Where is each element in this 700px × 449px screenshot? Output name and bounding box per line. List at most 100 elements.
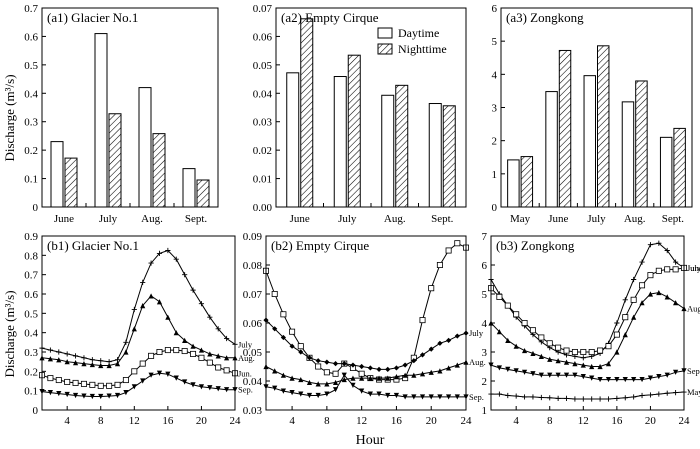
y-tick-label: 6 bbox=[492, 3, 498, 15]
y-tick-label: 0.06 bbox=[253, 31, 273, 43]
bar-nighttime-a1 bbox=[64, 157, 78, 208]
data-point bbox=[437, 340, 443, 346]
panel-title: (a2) Empty Cirque bbox=[281, 10, 379, 25]
y-tick-label: 3 bbox=[482, 347, 488, 359]
data-point bbox=[81, 355, 87, 361]
x-tick-label: 16 bbox=[162, 415, 174, 427]
bar-nighttime-a3 bbox=[558, 49, 572, 208]
data-point bbox=[123, 339, 129, 345]
x-tick-label: 8 bbox=[98, 415, 104, 427]
data-point bbox=[224, 355, 230, 361]
data-point bbox=[631, 394, 637, 400]
x-tick-label: July bbox=[338, 213, 357, 225]
data-point bbox=[538, 353, 544, 359]
y-tick-label: 0.8 bbox=[24, 250, 38, 262]
y-tick-label: 0.06 bbox=[243, 318, 263, 330]
x-tick-label: 4 bbox=[513, 415, 519, 427]
bar-nighttime-a1 bbox=[196, 179, 210, 208]
y-tick-label: 0.1 bbox=[24, 174, 38, 186]
series-label: Sep. bbox=[238, 385, 253, 395]
data-point bbox=[446, 337, 452, 343]
data-point bbox=[47, 347, 53, 353]
data-point bbox=[555, 372, 561, 378]
data-point bbox=[504, 302, 511, 309]
series-label: Sep. bbox=[469, 392, 484, 402]
data-point bbox=[323, 369, 330, 376]
data-point bbox=[639, 259, 645, 265]
legend-swatch-daytime bbox=[377, 27, 393, 39]
data-point bbox=[454, 240, 461, 247]
data-point bbox=[131, 326, 137, 332]
y-tick-label: 0.9 bbox=[24, 231, 38, 243]
panel-a2: June July Aug. Sept. 0.00 0.01 0.02 0.03 0.04 0.0… bbox=[253, 3, 467, 225]
data-point bbox=[597, 396, 603, 402]
data-point bbox=[588, 348, 595, 355]
data-point bbox=[555, 344, 562, 351]
panel-title: (b2) Empty Cirque bbox=[271, 238, 369, 253]
data-point bbox=[341, 376, 347, 383]
data-point bbox=[613, 331, 620, 338]
data-point bbox=[332, 361, 339, 367]
bar-daytime-a2 bbox=[428, 103, 442, 208]
data-point bbox=[224, 387, 230, 393]
data-point bbox=[655, 267, 662, 274]
y-tick-label: 0 bbox=[492, 202, 498, 214]
plot-frame bbox=[41, 235, 236, 411]
y-tick-label: 7 bbox=[482, 231, 488, 243]
x-tick-label: 12 bbox=[356, 415, 367, 427]
y-tick-label: 0.03 bbox=[243, 405, 263, 417]
data-point bbox=[280, 388, 286, 394]
series-label: May bbox=[687, 387, 700, 397]
data-point bbox=[324, 391, 330, 397]
data-point bbox=[631, 314, 637, 320]
data-point bbox=[580, 396, 586, 402]
data-point bbox=[656, 391, 662, 397]
panel-b1: July Aug. Jun. Sep. 0 0.1 0.2 0.3 0.4 0.5 0.6 0.7 0.… bbox=[24, 231, 255, 427]
data-point bbox=[614, 395, 620, 401]
data-point bbox=[605, 396, 612, 402]
plot-frame bbox=[490, 235, 685, 411]
plot-frame bbox=[275, 7, 467, 208]
data-point bbox=[538, 394, 544, 401]
x-tick-label: 4 bbox=[64, 415, 70, 427]
bar-daytime-a3 bbox=[583, 75, 596, 208]
series-label: June bbox=[687, 263, 700, 273]
bar-daytime-a1 bbox=[50, 141, 64, 208]
data-point bbox=[589, 396, 595, 402]
data-point bbox=[393, 374, 400, 380]
y-tick-label: 0.00 bbox=[253, 202, 273, 214]
bar-nighttime-a3 bbox=[520, 156, 534, 208]
data-point bbox=[614, 349, 620, 355]
data-point bbox=[639, 376, 645, 383]
data-point bbox=[165, 247, 171, 254]
data-point bbox=[647, 242, 654, 248]
panel-a3: May June July Aug. Sept. 0 1 2 3 4 5 6 (a3) Zongkong bbox=[492, 3, 693, 225]
data-point bbox=[106, 393, 112, 399]
data-point bbox=[148, 352, 155, 359]
series-label: Aug. bbox=[687, 304, 700, 314]
data-point bbox=[271, 290, 278, 297]
data-point bbox=[173, 330, 179, 336]
data-point bbox=[350, 362, 356, 368]
data-point bbox=[148, 372, 154, 378]
x-tick-label: 20 bbox=[426, 415, 438, 427]
y-tick-label: 0.05 bbox=[253, 60, 273, 72]
data-point bbox=[454, 362, 460, 368]
data-point bbox=[647, 291, 654, 297]
data-point bbox=[148, 260, 154, 266]
x-tick-label: June bbox=[290, 213, 310, 225]
y-tick-label: 0.2 bbox=[24, 145, 38, 157]
data-point bbox=[428, 394, 434, 400]
data-point bbox=[530, 350, 536, 357]
data-point bbox=[385, 392, 391, 399]
data-point bbox=[332, 370, 339, 377]
y-tick-label: 0.5 bbox=[24, 60, 38, 72]
data-point bbox=[419, 394, 426, 400]
data-point bbox=[580, 374, 586, 380]
data-point bbox=[198, 354, 205, 361]
data-point bbox=[428, 369, 434, 375]
data-point bbox=[547, 395, 553, 401]
data-point bbox=[289, 375, 295, 381]
x-tick-label: May bbox=[510, 213, 531, 225]
data-point bbox=[664, 390, 670, 396]
